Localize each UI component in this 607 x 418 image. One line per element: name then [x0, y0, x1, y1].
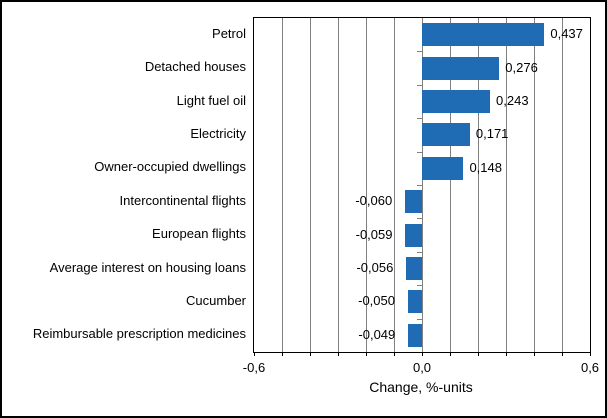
gridline — [365, 18, 367, 352]
gridline — [337, 18, 339, 352]
x-axis-tick — [421, 352, 423, 356]
x-tick-label: 0,0 — [412, 360, 432, 375]
gridline — [449, 18, 451, 352]
gridline — [393, 18, 395, 352]
bar-value-label: -0,050 — [358, 293, 395, 309]
category-label: Light fuel oil — [176, 92, 246, 108]
bar — [422, 56, 500, 80]
gridline — [533, 18, 535, 352]
category-label: Electricity — [190, 125, 246, 141]
bar — [422, 123, 470, 147]
category-label: Detached houses — [144, 59, 246, 75]
x-axis-tick — [365, 352, 367, 356]
x-axis-tick — [253, 352, 255, 356]
gridline — [309, 18, 311, 352]
bar-value-label: 0,243 — [496, 93, 529, 108]
bar — [422, 90, 491, 113]
category-boundary-tick — [417, 217, 422, 219]
bar — [405, 190, 422, 214]
x-axis-tick — [477, 352, 479, 356]
category-boundary-tick — [417, 184, 422, 186]
bar-value-label: -0,059 — [355, 226, 393, 242]
category-boundary-tick — [417, 284, 422, 286]
category-label: Average interest on housing loans — [49, 259, 246, 275]
x-axis-tick — [505, 352, 507, 356]
gridline — [561, 18, 563, 352]
category-boundary-tick — [417, 151, 422, 153]
bar-value-label: 0,171 — [475, 126, 509, 142]
bar — [408, 323, 422, 347]
x-axis-tick — [337, 352, 339, 356]
x-axis-tick — [393, 352, 395, 356]
x-axis-tick — [533, 352, 535, 356]
x-tick-label: -0,6 — [242, 360, 266, 375]
gridline — [421, 18, 423, 352]
category-boundary-tick — [417, 318, 422, 320]
category-label: Cucumber — [186, 292, 246, 308]
plot-area — [253, 17, 591, 353]
bar — [408, 290, 422, 314]
bar — [422, 23, 545, 47]
bar-value-label: 0,148 — [469, 159, 502, 175]
gridline — [505, 18, 507, 352]
gridline — [281, 18, 283, 352]
category-boundary-tick — [417, 50, 422, 52]
category-label: Reimbursable prescription medicines — [32, 326, 246, 342]
category-label: European flights — [152, 226, 246, 242]
category-label: Petrol — [212, 25, 246, 41]
x-tick-label: 0,6 — [580, 360, 600, 375]
x-axis-tick — [449, 352, 451, 356]
x-axis-tick — [589, 352, 591, 356]
category-boundary-tick — [417, 117, 422, 119]
gridline — [477, 18, 479, 352]
x-axis-tick — [281, 352, 283, 356]
x-axis-title: Change, %-units — [369, 379, 473, 395]
bar-value-label: -0,049 — [358, 326, 396, 342]
x-axis-tick — [309, 352, 311, 356]
bar — [405, 223, 422, 247]
category-label: Owner-occupied dwellings — [94, 159, 246, 175]
category-label: Intercontinental flights — [119, 192, 246, 208]
bar-value-label: 0,437 — [550, 26, 583, 42]
bar-value-label: 0,276 — [505, 59, 538, 75]
category-boundary-tick — [417, 84, 422, 86]
category-boundary-tick — [417, 251, 422, 253]
bar-value-label: -0,060 — [355, 193, 393, 209]
bar — [406, 257, 422, 280]
bar-value-label: -0,056 — [356, 260, 394, 275]
bar — [422, 156, 464, 180]
x-axis-tick — [561, 352, 563, 356]
